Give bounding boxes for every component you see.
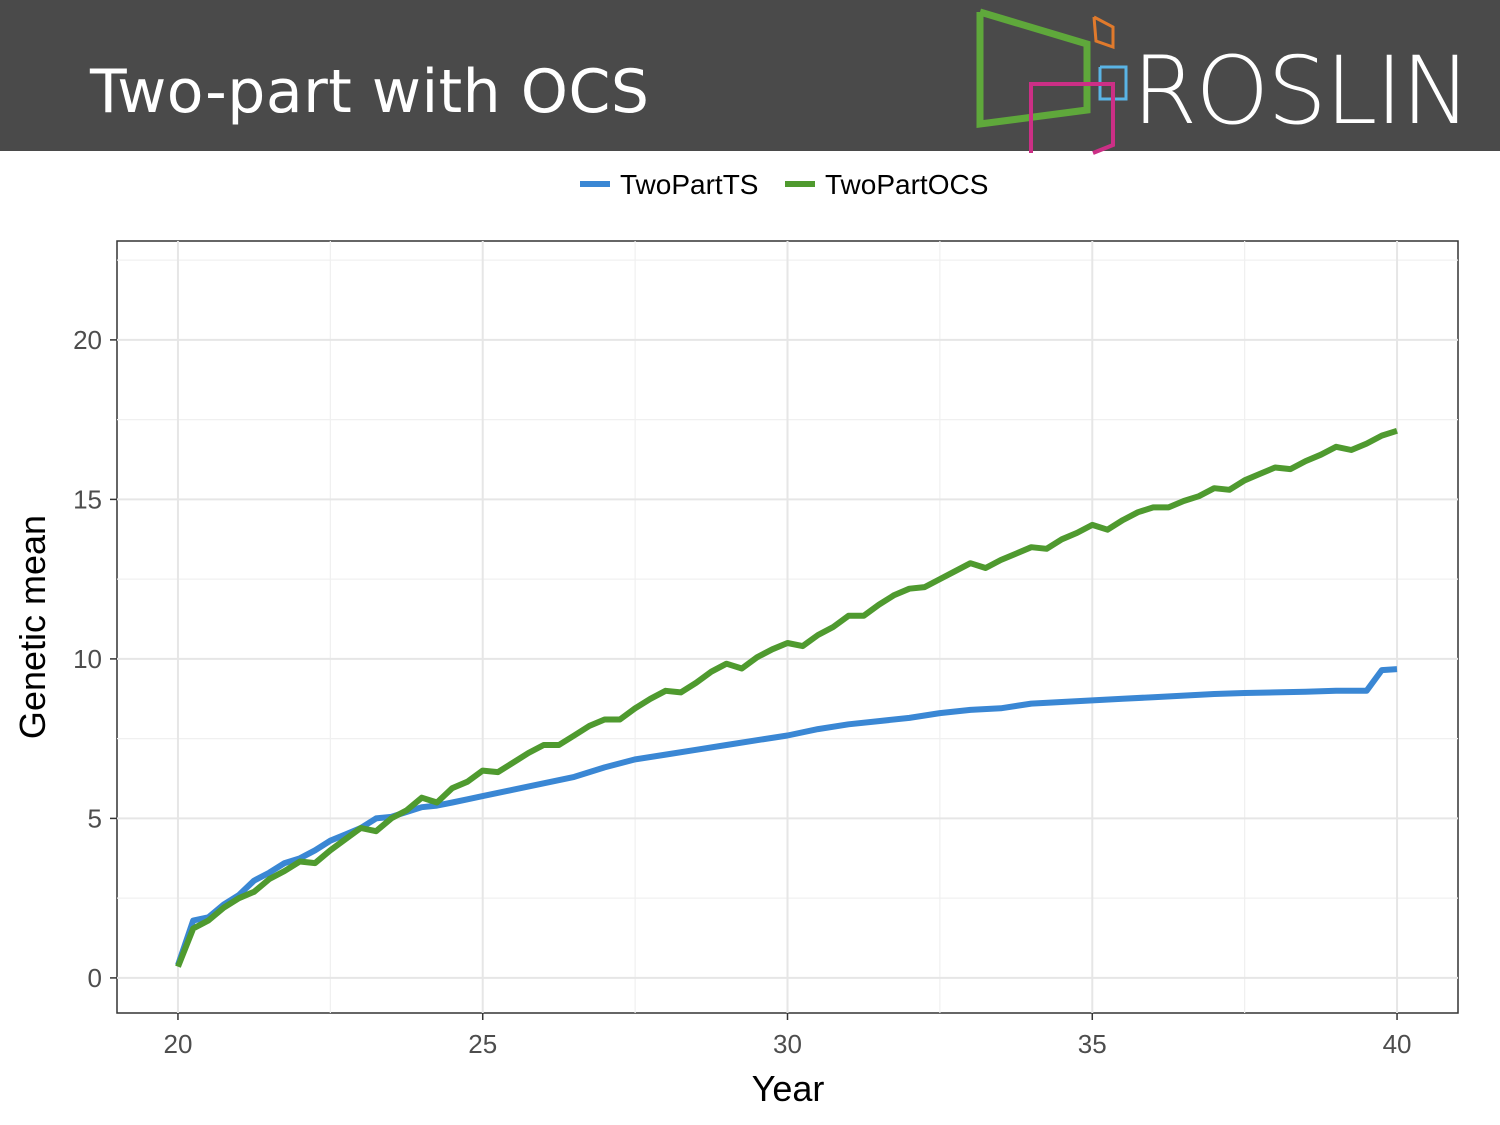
legend-label-TwoPartOCS: TwoPartOCS xyxy=(825,169,988,200)
x-tick-label: 40 xyxy=(1383,1029,1412,1059)
x-tick-label: 35 xyxy=(1078,1029,1107,1059)
y-tick-label: 10 xyxy=(73,644,102,674)
line-chart: TwoPartTS TwoPartOCS 20 25 30 35 40 0 5 10 15 20 … xyxy=(12,169,1459,1109)
logo-magenta-frame xyxy=(1029,82,1115,155)
x-tick-label: 25 xyxy=(468,1029,497,1059)
logo-wordmark: ROSLIN xyxy=(1132,37,1471,146)
y-axis: 0 5 10 15 20 xyxy=(73,325,117,993)
series-line-TwoPartTS xyxy=(175,666,1398,967)
y-tick-label: 20 xyxy=(73,325,102,355)
y-tick-label: 5 xyxy=(88,803,102,833)
slide-header: Two-part with OCS xyxy=(0,0,1500,151)
x-axis-title: Year xyxy=(752,1068,825,1109)
y-tick-label: 15 xyxy=(73,484,102,514)
x-tick-label: 30 xyxy=(773,1029,802,1059)
series-line-TwoPartOCS xyxy=(175,427,1398,968)
series-lines xyxy=(175,427,1398,968)
legend-label-TwoPartTS: TwoPartTS xyxy=(620,169,758,200)
logo-orange-frame xyxy=(1092,15,1115,50)
chart-legend: TwoPartTS TwoPartOCS xyxy=(580,169,988,200)
y-axis-title: Genetic mean xyxy=(12,515,53,739)
roslin-logo xyxy=(976,8,1128,155)
grid-lines xyxy=(117,241,1458,1013)
x-tick-label: 20 xyxy=(163,1029,192,1059)
y-tick-label: 0 xyxy=(88,963,102,993)
x-axis: 20 25 30 35 40 xyxy=(163,1013,1412,1059)
slide-title: Two-part with OCS xyxy=(90,57,650,127)
logo-green-frame xyxy=(976,8,1091,128)
logo-blue-frame xyxy=(1098,65,1128,101)
